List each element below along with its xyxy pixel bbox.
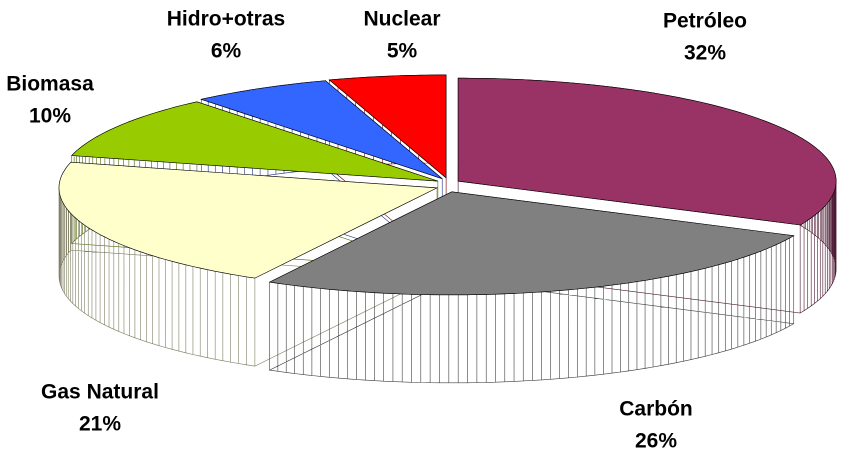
slice [268, 191, 795, 296]
slice [328, 74, 447, 179]
slice-value-label: 5% [387, 40, 418, 63]
slice-label: Petróleo [663, 10, 747, 33]
slice-value-label: 6% [211, 40, 242, 63]
slice [58, 161, 439, 279]
slice-label: Nuclear [363, 8, 440, 31]
slice-label: Hidro+otras [167, 8, 285, 31]
slice [71, 101, 438, 182]
slice [200, 80, 443, 179]
slice-value-label: 10% [29, 105, 71, 128]
slice-value-label: 26% [635, 430, 677, 453]
slice-label: Carbón [619, 398, 693, 421]
slice [457, 77, 837, 226]
slice-value-label: 32% [684, 42, 726, 65]
slice-label: Gas Natural [41, 381, 159, 404]
slice-label: Biomasa [6, 73, 94, 96]
slice-value-label: 21% [79, 413, 121, 436]
